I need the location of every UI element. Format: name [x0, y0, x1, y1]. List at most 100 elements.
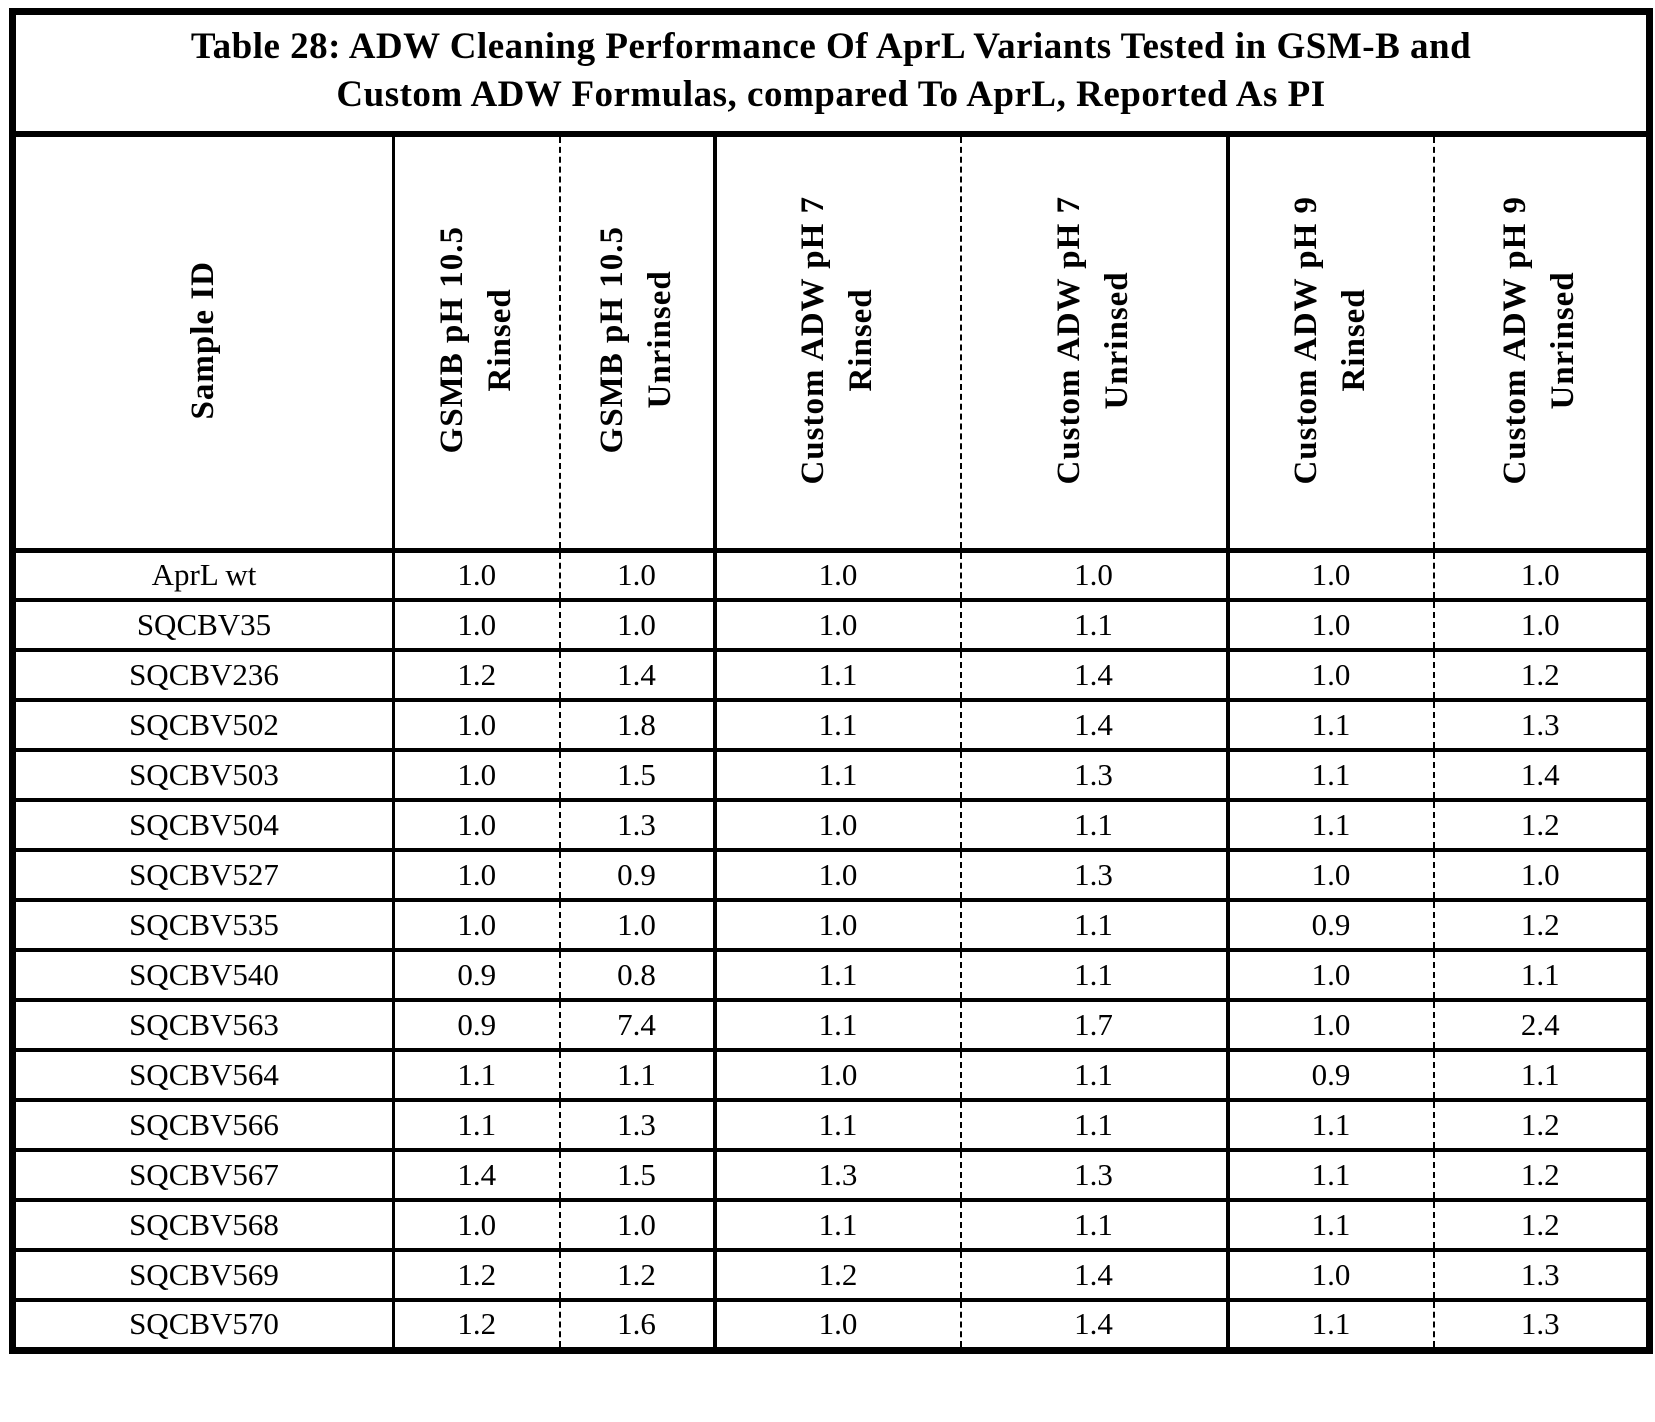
column-header-adw-ph9-unrinsed: Custom ADW pH 9 Unrinsed: [1433, 134, 1650, 553]
table-row: SQCBV236 1.2 1.4 1.1 1.4 1.0 1.2: [12, 648, 1650, 701]
value-cell: 1.4: [960, 1298, 1230, 1351]
value-cell: 1.4: [1433, 748, 1650, 801]
value-cell: 1.0: [1227, 998, 1435, 1051]
value-cell: 1.1: [960, 1098, 1230, 1151]
table-row: SQCBV527 1.0 0.9 1.0 1.3 1.0 1.0: [12, 848, 1650, 901]
value-cell: 1.3: [960, 848, 1230, 901]
value-cell: 1.4: [960, 698, 1230, 751]
sample-id-cell: SQCBV236: [12, 648, 395, 701]
value-cell: 1.2: [1433, 648, 1650, 701]
sample-id-cell: SQCBV568: [12, 1198, 395, 1251]
value-cell: 1.3: [960, 1148, 1230, 1201]
value-cell: 1.3: [1433, 1298, 1650, 1351]
value-cell: 1.3: [1433, 698, 1650, 751]
value-cell: 1.3: [1433, 1248, 1650, 1301]
table-row: SQCBV540 0.9 0.8 1.1 1.1 1.0 1.1: [12, 948, 1650, 1001]
value-cell: 1.5: [559, 1148, 717, 1201]
value-cell: 1.1: [1227, 698, 1435, 751]
value-cell: 0.8: [559, 948, 717, 1001]
column-header-adw-ph7-unrinsed: Custom ADW pH 7 Unrinsed: [960, 134, 1230, 553]
sample-id-cell: SQCBV503: [12, 748, 395, 801]
value-cell: 1.1: [1433, 1048, 1650, 1101]
column-header-label: GSMB pH 10.5 Rinsed: [433, 226, 518, 454]
value-cell: 1.2: [1433, 798, 1650, 851]
value-cell: 1.1: [960, 948, 1230, 1001]
value-cell: 1.2: [1433, 1198, 1650, 1251]
value-cell: 1.0: [1227, 1248, 1435, 1301]
value-cell: 1.2: [1433, 898, 1650, 951]
column-header-gsmb-unrinsed: GSMB pH 10.5 Unrinsed: [559, 134, 717, 553]
column-header-label: Custom ADW pH 9 Unrinsed: [1497, 195, 1582, 485]
value-cell: 1.0: [559, 548, 717, 601]
table-row: AprL wt 1.0 1.0 1.0 1.0 1.0 1.0: [12, 548, 1650, 601]
table-row: SQCBV503 1.0 1.5 1.1 1.3 1.1 1.4: [12, 748, 1650, 801]
column-header-label: Custom ADW pH 9 Rinsed: [1288, 195, 1372, 485]
value-cell: 1.2: [1433, 1148, 1650, 1201]
value-cell: 0.9: [1227, 898, 1435, 951]
value-cell: 1.0: [714, 1298, 962, 1351]
value-cell: 1.3: [559, 798, 717, 851]
value-cell: 1.2: [1433, 1098, 1650, 1151]
column-header-gsmb-rinsed: GSMB pH 10.5 Rinsed: [393, 134, 561, 553]
value-cell: 1.1: [1227, 748, 1435, 801]
value-cell: 1.0: [393, 698, 561, 751]
value-cell: 1.1: [714, 748, 962, 801]
value-cell: 1.0: [393, 748, 561, 801]
value-cell: 1.1: [714, 648, 962, 701]
value-cell: 1.0: [1227, 948, 1435, 1001]
value-cell: 1.0: [393, 1198, 561, 1251]
value-cell: 1.2: [559, 1248, 717, 1301]
column-header-label: Custom ADW pH 7 Rinsed: [795, 195, 879, 485]
value-cell: 0.9: [393, 948, 561, 1001]
value-cell: 1.0: [714, 598, 962, 651]
sample-id-cell: SQCBV502: [12, 698, 395, 751]
value-cell: 1.0: [1227, 648, 1435, 701]
sample-id-cell: SQCBV35: [12, 598, 395, 651]
value-cell: 1.2: [393, 1248, 561, 1301]
value-cell: 1.4: [559, 648, 717, 701]
sample-id-cell: SQCBV540: [12, 948, 395, 1001]
value-cell: 1.1: [1227, 1098, 1435, 1151]
value-cell: 1.1: [714, 1098, 962, 1151]
value-cell: 1.4: [960, 1248, 1230, 1301]
value-cell: 1.6: [559, 1298, 717, 1351]
column-header-adw-ph9-rinsed: Custom ADW pH 9 Rinsed: [1227, 134, 1435, 553]
value-cell: 1.1: [714, 698, 962, 751]
value-cell: 1.4: [960, 648, 1230, 701]
value-cell: 1.0: [714, 848, 962, 901]
table-row: SQCBV563 0.9 7.4 1.1 1.7 1.0 2.4: [12, 998, 1650, 1051]
sample-id-cell: SQCBV535: [12, 898, 395, 951]
table-title-row: Table 28: ADW Cleaning Performance Of Ap…: [12, 11, 1650, 138]
table-row: SQCBV570 1.2 1.6 1.0 1.4 1.1 1.3: [12, 1298, 1650, 1351]
sample-id-cell: AprL wt: [12, 548, 395, 601]
value-cell: 1.0: [1227, 548, 1435, 601]
value-cell: 1.1: [714, 948, 962, 1001]
table-row: SQCBV502 1.0 1.8 1.1 1.4 1.1 1.3: [12, 698, 1650, 751]
value-cell: 1.1: [393, 1048, 561, 1101]
value-cell: 1.0: [1433, 598, 1650, 651]
value-cell: 1.1: [960, 898, 1230, 951]
value-cell: 0.9: [1227, 1048, 1435, 1101]
table-row: SQCBV504 1.0 1.3 1.0 1.1 1.1 1.2: [12, 798, 1650, 851]
value-cell: 1.0: [393, 798, 561, 851]
value-cell: 1.1: [960, 1048, 1230, 1101]
value-cell: 1.3: [559, 1098, 717, 1151]
column-header-sample-id: Sample ID: [12, 134, 395, 553]
value-cell: 1.1: [960, 1198, 1230, 1251]
table-row: SQCBV567 1.4 1.5 1.3 1.3 1.1 1.2: [12, 1148, 1650, 1201]
sample-id-cell: SQCBV569: [12, 1248, 395, 1301]
value-cell: 0.9: [393, 998, 561, 1051]
sample-id-cell: SQCBV563: [12, 998, 395, 1051]
value-cell: 1.0: [559, 898, 717, 951]
value-cell: 1.0: [714, 898, 962, 951]
value-cell: 1.1: [1227, 1298, 1435, 1351]
sample-id-cell: SQCBV564: [12, 1048, 395, 1101]
value-cell: 1.2: [393, 648, 561, 701]
value-cell: 1.0: [1227, 598, 1435, 651]
value-cell: 1.1: [1433, 948, 1650, 1001]
value-cell: 1.0: [393, 598, 561, 651]
value-cell: 1.4: [393, 1148, 561, 1201]
value-cell: 1.8: [559, 698, 717, 751]
table-row: SQCBV568 1.0 1.0 1.1 1.1 1.1 1.2: [12, 1198, 1650, 1251]
value-cell: 1.0: [1433, 848, 1650, 901]
